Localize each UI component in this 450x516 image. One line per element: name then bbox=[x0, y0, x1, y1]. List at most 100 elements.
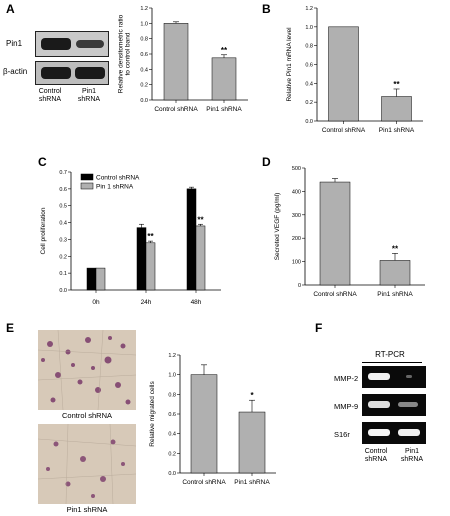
y-tick-label: 300 bbox=[292, 213, 301, 219]
significance-mark: ** bbox=[197, 215, 204, 224]
gel-strip-mmp9 bbox=[362, 394, 426, 416]
y-axis-label: Relative Pin1 mRNA level bbox=[286, 27, 293, 102]
y-tick-label: 0.6 bbox=[140, 52, 148, 58]
y-tick-label: 0.4 bbox=[59, 221, 67, 227]
x-tick-label: Control shRNA bbox=[154, 106, 198, 113]
y-tick-label: 0.0 bbox=[140, 98, 148, 104]
x-tick-label: 24h bbox=[141, 299, 152, 306]
y-tick-label: 0.8 bbox=[140, 37, 148, 43]
y-tick-label: 200 bbox=[292, 236, 301, 242]
y-axis-label: Relative migrated cells bbox=[149, 381, 156, 447]
chart-c: 0.0 0.1 0.2 0.3 0.4 0.5 0.6 0.7 Cell proliferati… bbox=[40, 170, 221, 306]
blot-band bbox=[76, 40, 104, 48]
y-tick-label: 1.2 bbox=[305, 6, 313, 12]
gel-strip-mmp2 bbox=[362, 366, 426, 388]
y-tick-label: 0.8 bbox=[305, 44, 313, 50]
panel-letter-f: F bbox=[315, 321, 323, 335]
bar bbox=[211, 57, 237, 101]
blot-band bbox=[41, 38, 71, 50]
chart-e: 0.0 0.2 0.4 0.6 0.8 1.0 1.2 Relative migrated c… bbox=[149, 353, 276, 486]
y-axis-label: Secreted VEGF (pg/ml) bbox=[274, 193, 281, 261]
x-tick-label: Pin1 shRNA bbox=[377, 291, 413, 298]
x-tick-label: Pin1 shRNA bbox=[379, 127, 415, 134]
blot-lane-label-pin1: Pin1 shRNA bbox=[77, 88, 101, 103]
y-axis-label: Relative densitometric ratio bbox=[118, 14, 125, 93]
y-tick-label: 400 bbox=[292, 189, 301, 195]
bar bbox=[195, 225, 206, 291]
legend-swatch bbox=[80, 173, 94, 181]
bar bbox=[379, 260, 411, 286]
x-tick-label: Control shRNA bbox=[182, 479, 226, 486]
gel-row-label-s16r: S16r bbox=[334, 430, 350, 439]
gel-lane-label-pin1: Pin1 shRNA bbox=[400, 448, 424, 463]
y-tick-label: 100 bbox=[292, 260, 301, 266]
bar bbox=[145, 242, 156, 291]
y-tick-label: 0.7 bbox=[59, 170, 67, 176]
gel-band bbox=[398, 429, 420, 436]
micrograph-label-control: Control shRNA bbox=[61, 411, 113, 420]
y-tick-label: 0.2 bbox=[59, 254, 67, 260]
bar bbox=[319, 181, 351, 286]
y-tick-label: 0.3 bbox=[59, 237, 67, 243]
panel-letter-c: C bbox=[38, 155, 47, 169]
y-tick-label: 0 bbox=[298, 283, 301, 289]
x-tick-label: 0h bbox=[92, 299, 100, 306]
y-tick-label: 1.0 bbox=[168, 373, 176, 379]
micrograph-texture bbox=[38, 330, 136, 410]
bar bbox=[328, 26, 359, 122]
gel-title-rule bbox=[362, 362, 422, 365]
significance-mark: ** bbox=[393, 80, 400, 89]
y-tick-label: 500 bbox=[292, 166, 301, 172]
micrograph-control bbox=[38, 330, 136, 410]
significance-mark: ** bbox=[221, 46, 228, 55]
y-tick-label: 1.0 bbox=[140, 21, 148, 27]
bar bbox=[136, 227, 147, 291]
bar bbox=[381, 96, 412, 122]
panel-letter-b: B bbox=[262, 2, 271, 16]
legend-label: Pin 1 shRNA bbox=[96, 184, 134, 191]
panel-letter-e: E bbox=[6, 321, 15, 335]
bar bbox=[190, 374, 218, 474]
bar bbox=[95, 267, 106, 291]
gel-strip-s16r bbox=[362, 422, 426, 444]
gel-row-label-mmp9: MMP-9 bbox=[334, 402, 359, 411]
blot-row-label-pin1: Pin1 bbox=[6, 39, 23, 48]
y-tick-label: 0.6 bbox=[305, 63, 313, 69]
legend-swatch bbox=[80, 182, 94, 190]
y-tick-label: 0.2 bbox=[305, 100, 313, 106]
gel-band bbox=[368, 373, 390, 380]
y-tick-label: 0.5 bbox=[59, 204, 67, 210]
gel-title: RT-PCR bbox=[375, 350, 405, 359]
x-tick-label: Control shRNA bbox=[313, 291, 357, 298]
y-tick-label: 1.2 bbox=[168, 353, 176, 359]
x-tick-label: Pin1 shRNA bbox=[206, 106, 242, 113]
y-tick-label: 0.0 bbox=[305, 119, 313, 125]
y-tick-label: 0.4 bbox=[168, 432, 176, 438]
blot-band bbox=[41, 67, 71, 79]
legend-label: Control shRNA bbox=[96, 175, 140, 182]
significance-mark: ** bbox=[392, 244, 399, 253]
micrograph-texture bbox=[38, 424, 136, 504]
gel-lane-label-control: Control shRNA bbox=[364, 448, 388, 463]
chart-b: 0.0 0.2 0.4 0.6 0.8 1.0 1.2 Relative Pin1 mRNA … bbox=[286, 6, 423, 134]
y-tick-label: 0.2 bbox=[168, 451, 176, 457]
x-tick-label: Pin1 shRNA bbox=[234, 479, 270, 486]
y-tick-label: 0.0 bbox=[59, 288, 67, 294]
y-axis-label: Cell proliferation bbox=[40, 207, 47, 254]
panel-letter-d: D bbox=[262, 155, 271, 169]
blot-band bbox=[75, 67, 105, 79]
y-tick-label: 0.8 bbox=[168, 392, 176, 398]
blot-strip-pin1 bbox=[35, 31, 109, 57]
chart-d: 0 100 200 300 400 500 Secreted VEGF (pg/ml) Con… bbox=[274, 166, 425, 298]
chart-a: 0.0 0.2 0.4 0.6 0.8 1.0 1.2 Relative densitomet… bbox=[118, 6, 248, 113]
micrograph-label-pin1: Pin1 shRNA bbox=[66, 505, 108, 514]
bar bbox=[186, 188, 197, 291]
gel-band bbox=[368, 401, 390, 408]
y-tick-label: 0.6 bbox=[168, 412, 176, 418]
y-tick-label: 0.0 bbox=[168, 471, 176, 477]
y-tick-label: 0.1 bbox=[59, 271, 67, 277]
significance-mark: * bbox=[250, 391, 254, 400]
bar bbox=[238, 411, 266, 474]
significance-mark: ** bbox=[147, 232, 154, 241]
blot-lane-label-control: Control shRNA bbox=[38, 88, 62, 103]
